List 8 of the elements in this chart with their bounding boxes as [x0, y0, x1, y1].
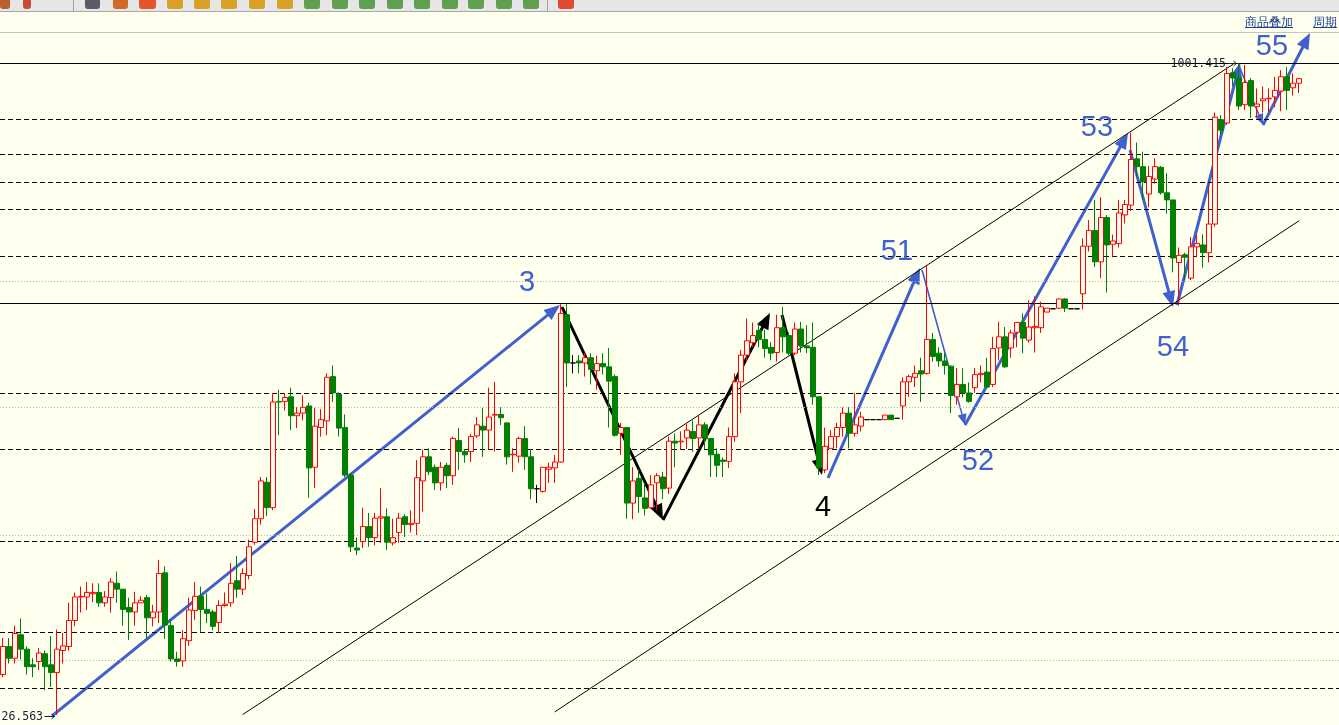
- text: 周期: [1313, 15, 1337, 29]
- annotation: 54: [1156, 329, 1190, 362]
- annotation: 52: [961, 443, 995, 476]
- annotation: 3: [518, 264, 536, 297]
- annotation: 26.563: [1, 709, 43, 723]
- text: 55: [1255, 28, 1289, 61]
- annotation: 4: [814, 489, 832, 522]
- text: 商品叠加: [1245, 15, 1293, 29]
